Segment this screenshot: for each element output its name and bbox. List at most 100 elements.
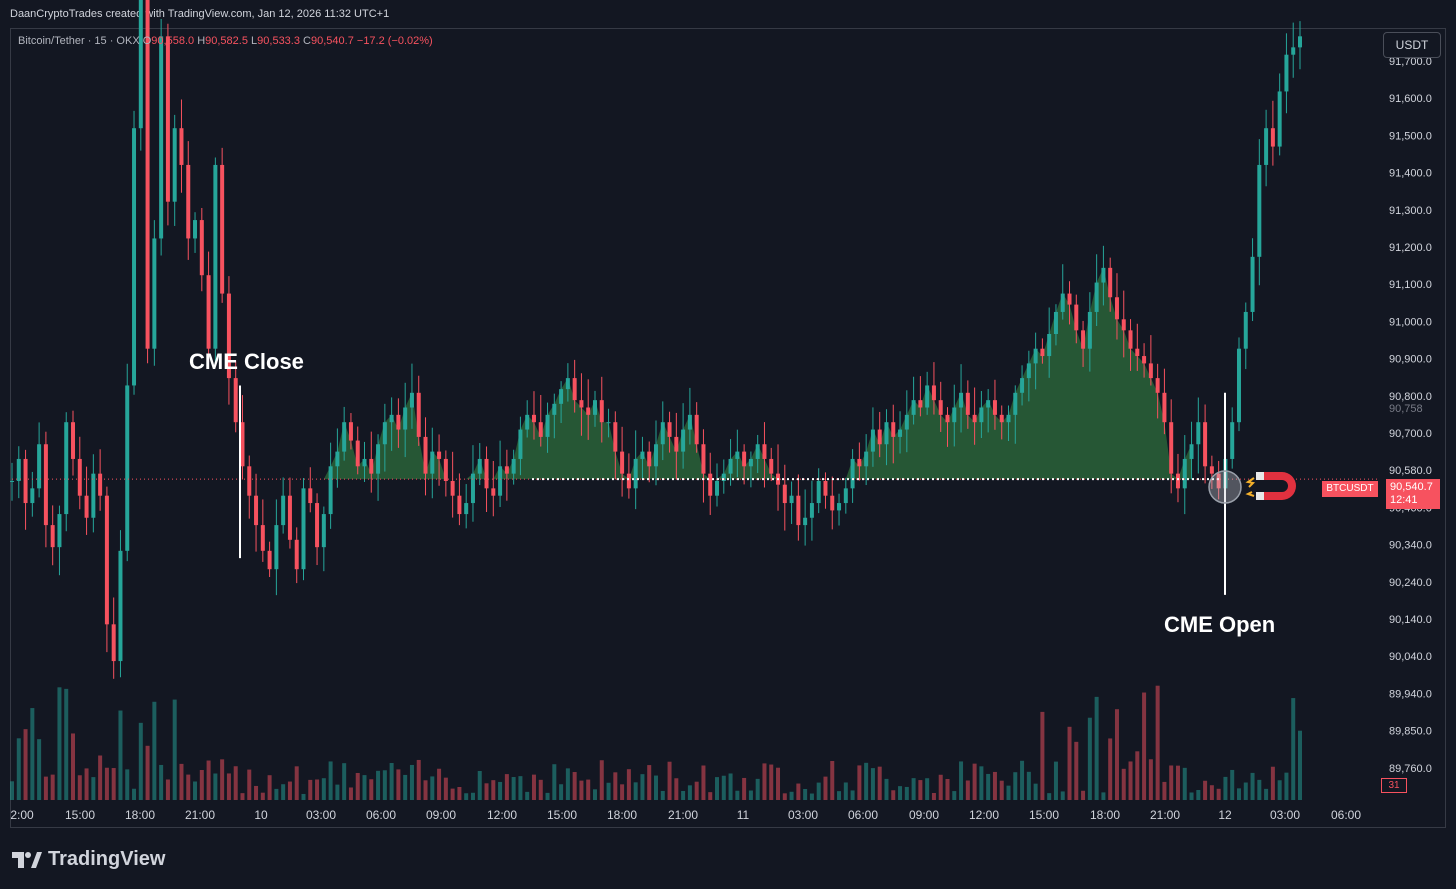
volume-bar bbox=[71, 733, 76, 800]
chart-frame[interactable] bbox=[10, 28, 1446, 828]
volume-bar bbox=[999, 780, 1004, 800]
volume-bar bbox=[654, 775, 658, 800]
candle-body bbox=[91, 473, 96, 518]
volume-bar bbox=[592, 789, 597, 800]
price-axis: 91,700.0 91,600.0 91,500.0 91,400.0 91,300.0… bbox=[1389, 56, 1432, 775]
tradingview-logo[interactable]: TradingView bbox=[12, 848, 165, 871]
volume-bar bbox=[1094, 696, 1099, 800]
volume-bar bbox=[450, 788, 455, 800]
volume-bar bbox=[213, 773, 218, 800]
candle-body bbox=[16, 458, 21, 481]
candle-body bbox=[708, 473, 713, 496]
candle-body bbox=[1148, 363, 1153, 379]
volume-bar bbox=[1243, 782, 1248, 800]
volume-bar bbox=[206, 760, 211, 800]
volume-bar bbox=[1074, 741, 1079, 800]
candle-body bbox=[830, 495, 835, 511]
candle-body bbox=[111, 624, 116, 662]
candle-body bbox=[484, 458, 489, 489]
volume-bar bbox=[938, 774, 943, 800]
volume-bar bbox=[1081, 790, 1086, 800]
candle-body bbox=[552, 403, 557, 415]
price-axis-label: 90,580.0 bbox=[1389, 465, 1432, 477]
volume-bar bbox=[416, 759, 421, 800]
candle-body bbox=[1094, 282, 1099, 312]
volume-bar bbox=[274, 788, 279, 800]
time-axis-label: 15:00 bbox=[1029, 808, 1059, 822]
candle-body bbox=[1196, 422, 1201, 445]
volume-bar bbox=[1026, 771, 1031, 800]
candle-body bbox=[193, 220, 198, 239]
candle-body bbox=[579, 400, 584, 408]
volume-bar bbox=[348, 787, 353, 800]
time-axis-label: 15:00 bbox=[65, 808, 95, 822]
candle-body bbox=[470, 473, 475, 504]
currency-button[interactable]: USDT bbox=[1383, 32, 1441, 58]
candle-body bbox=[938, 400, 943, 415]
candle-body bbox=[308, 488, 313, 504]
low-value: 90,533.3 bbox=[257, 35, 300, 47]
volume-bar bbox=[870, 768, 875, 800]
candle-body bbox=[592, 400, 597, 415]
volume-bar bbox=[376, 770, 381, 800]
ohlc-legend[interactable]: Bitcoin/Tether · 15 · OKX O90,558.0 H90,… bbox=[18, 35, 433, 47]
volume-bar bbox=[911, 778, 916, 800]
cme-open-annotation: CME Open bbox=[1164, 612, 1276, 637]
volume-bar bbox=[857, 765, 862, 800]
candle-body bbox=[1216, 473, 1221, 489]
volume-bar bbox=[620, 784, 625, 800]
candle-body bbox=[850, 458, 855, 489]
candle-body bbox=[1074, 304, 1079, 331]
volume-bar bbox=[647, 765, 652, 800]
volume-bar bbox=[104, 767, 109, 800]
candle-body bbox=[1040, 348, 1045, 357]
volume-bar bbox=[559, 784, 564, 800]
price-axis-label: 89,850.0 bbox=[1389, 726, 1432, 738]
candle-body bbox=[1114, 297, 1119, 320]
volume-bar bbox=[1101, 792, 1106, 800]
volume-bar bbox=[84, 768, 89, 800]
volume-bar bbox=[1121, 768, 1126, 800]
candle-body bbox=[491, 488, 496, 496]
volume-bar bbox=[321, 778, 326, 800]
candle-body bbox=[1155, 378, 1160, 393]
close-label: C bbox=[303, 35, 311, 47]
volume-bar bbox=[884, 778, 889, 800]
volume-bar bbox=[674, 778, 679, 800]
candle-body bbox=[843, 488, 848, 504]
last-price-tag: 90,540.7 12:41 bbox=[1386, 479, 1440, 509]
candle-body bbox=[1284, 54, 1289, 92]
candle-body bbox=[809, 503, 814, 518]
candle-body bbox=[179, 128, 184, 165]
candle-body bbox=[457, 495, 462, 515]
candle-body bbox=[647, 451, 652, 467]
candle-body bbox=[464, 503, 469, 515]
symbol-label[interactable]: Bitcoin/Tether · 15 · OKX bbox=[18, 35, 140, 47]
candle-body bbox=[640, 451, 645, 459]
volume-bar bbox=[23, 729, 28, 800]
candle-body bbox=[884, 422, 889, 445]
volume-bar bbox=[945, 778, 950, 800]
candle-body bbox=[335, 451, 340, 467]
candle-body bbox=[992, 400, 997, 415]
credit-text: DaanCryptoTrades created with TradingVie… bbox=[10, 8, 390, 20]
volume-bar bbox=[606, 782, 611, 800]
magnet-icon bbox=[1208, 470, 1296, 504]
candle-body bbox=[430, 451, 435, 474]
tradingview-logo-icon bbox=[12, 851, 42, 868]
candle-body bbox=[565, 378, 570, 390]
volume-bar bbox=[369, 779, 374, 800]
candle-body bbox=[274, 525, 279, 570]
low-label: L bbox=[251, 35, 258, 47]
candle-body bbox=[715, 481, 720, 496]
volume-bar bbox=[77, 775, 82, 800]
time-axis-label: 12 bbox=[1218, 808, 1232, 822]
volume-bar bbox=[843, 782, 848, 800]
volume-bar bbox=[1067, 726, 1072, 800]
time-axis-label: 12:00 bbox=[487, 808, 517, 822]
candle-body bbox=[1020, 378, 1025, 393]
volume-bar bbox=[552, 764, 557, 800]
volume-bar bbox=[755, 778, 760, 800]
candle-body bbox=[538, 422, 543, 437]
